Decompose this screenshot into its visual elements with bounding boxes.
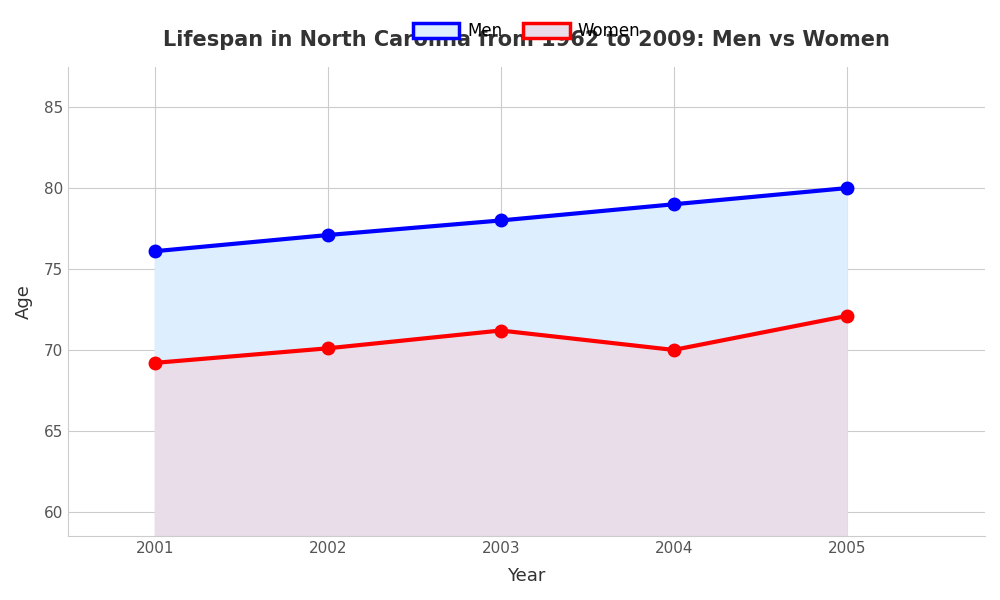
Legend: Men, Women: Men, Women: [404, 14, 649, 49]
X-axis label: Year: Year: [507, 567, 546, 585]
Title: Lifespan in North Carolina from 1962 to 2009: Men vs Women: Lifespan in North Carolina from 1962 to …: [163, 30, 890, 50]
Y-axis label: Age: Age: [15, 284, 33, 319]
